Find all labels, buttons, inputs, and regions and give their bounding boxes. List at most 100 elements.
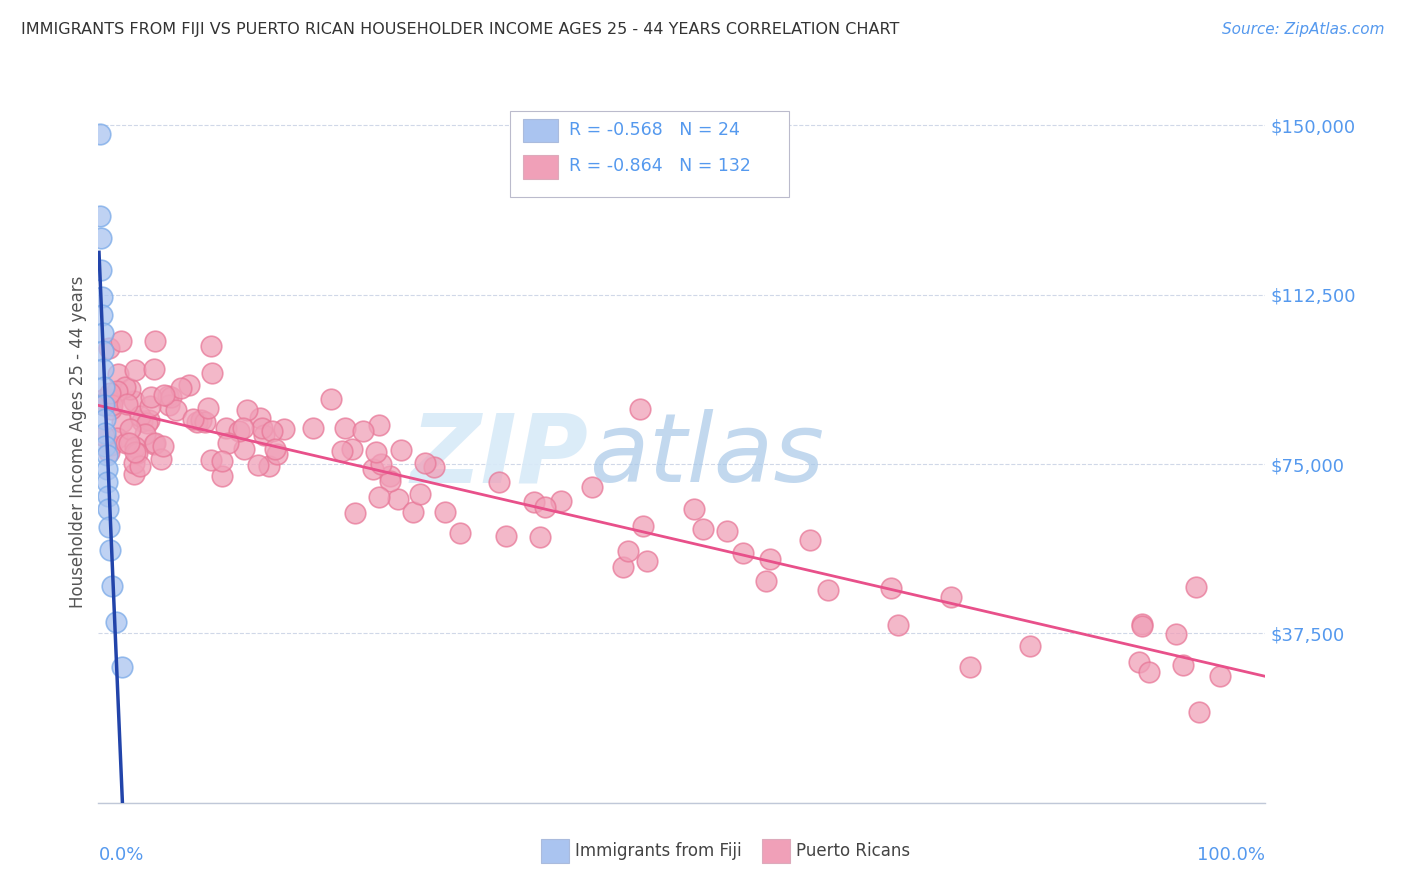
Point (402, 505, 425, 519)
Point (143, 436, 166, 450)
Point (214, 421, 236, 435)
Point (125, 446, 148, 460)
Point (716, 524, 738, 538)
Point (266, 447, 288, 461)
FancyBboxPatch shape (541, 838, 568, 863)
FancyBboxPatch shape (762, 838, 790, 863)
Point (170, 381, 193, 395)
Point (89, 209, 111, 223)
Point (211, 469, 233, 483)
Point (364, 445, 387, 459)
Text: 100.0%: 100.0% (1198, 847, 1265, 864)
Point (98, 395, 121, 409)
Point (90, 231, 112, 245)
Point (93, 397, 115, 411)
Point (1185, 580, 1208, 594)
Point (378, 475, 401, 489)
Text: Immigrants from Fiji: Immigrants from Fiji (575, 842, 741, 860)
Point (1188, 705, 1211, 719)
Point (105, 384, 128, 399)
Point (117, 436, 139, 450)
Point (257, 459, 280, 474)
Point (733, 545, 755, 559)
Point (150, 452, 173, 467)
Point (413, 456, 436, 470)
Point (422, 460, 444, 475)
Point (186, 416, 208, 430)
Point (181, 411, 204, 425)
Point (94, 412, 117, 426)
Point (488, 475, 510, 490)
Point (101, 398, 124, 412)
Point (211, 454, 233, 468)
Point (389, 442, 412, 457)
Point (612, 559, 634, 574)
Point (91, 362, 114, 376)
Point (97, 502, 120, 516)
Point (93, 429, 115, 443)
Point (232, 421, 254, 435)
Point (246, 458, 269, 472)
Point (143, 436, 166, 450)
Point (96, 475, 118, 490)
Point (959, 659, 981, 673)
Point (96, 448, 118, 462)
Point (141, 390, 163, 404)
Point (628, 402, 651, 417)
Point (1171, 657, 1194, 672)
Point (1209, 669, 1232, 683)
Point (636, 554, 658, 568)
Point (97, 489, 120, 503)
Point (152, 439, 174, 453)
Point (319, 392, 342, 407)
Point (100, 402, 122, 417)
Point (98, 342, 121, 356)
Point (118, 421, 141, 435)
Point (157, 398, 180, 412)
Point (94, 425, 117, 440)
Point (93, 392, 115, 406)
Point (886, 618, 908, 632)
Point (104, 615, 127, 630)
Point (550, 493, 572, 508)
Point (1130, 616, 1153, 631)
Point (273, 422, 295, 436)
Point (260, 424, 283, 438)
Point (131, 413, 153, 427)
Point (1128, 656, 1150, 670)
Point (201, 366, 224, 380)
Point (122, 456, 145, 470)
Point (90, 290, 112, 304)
FancyBboxPatch shape (523, 155, 558, 178)
Point (495, 529, 517, 543)
Point (89, 128, 111, 142)
Point (91, 326, 114, 340)
Point (165, 403, 187, 417)
Point (98, 386, 121, 401)
Point (408, 487, 430, 501)
Point (129, 458, 152, 473)
Point (340, 442, 363, 456)
Point (105, 432, 128, 446)
Point (759, 552, 782, 566)
Point (233, 442, 256, 457)
Point (138, 412, 160, 426)
Point (96, 461, 118, 475)
Point (755, 574, 778, 588)
Point (134, 427, 156, 442)
Point (124, 394, 146, 409)
Point (124, 441, 146, 455)
Point (91, 344, 114, 359)
Point (143, 334, 166, 348)
Point (100, 438, 122, 452)
Point (522, 494, 544, 508)
Point (1164, 627, 1187, 641)
Point (93, 380, 115, 394)
Point (107, 367, 129, 381)
Point (617, 544, 640, 558)
Point (1137, 665, 1160, 679)
Point (941, 590, 963, 604)
Point (683, 502, 706, 516)
Point (200, 452, 222, 467)
Point (139, 400, 162, 414)
